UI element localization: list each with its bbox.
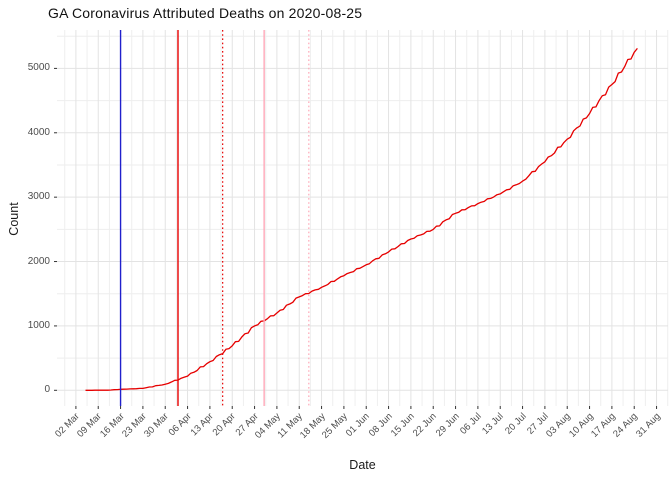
- chart-title: GA Coronavirus Attributed Deaths on 2020…: [48, 5, 363, 21]
- y-tick-label: 1000: [27, 319, 50, 331]
- y-tick-label: 5000: [27, 62, 50, 74]
- y-tick-label: 3000: [27, 191, 50, 203]
- cumulative-deaths-line: [85, 47, 638, 391]
- y-axis-title: Count: [7, 202, 21, 236]
- y-tick-label: 0: [44, 384, 50, 396]
- y-tick-label: 4000: [27, 126, 50, 138]
- x-axis-title: Date: [349, 458, 376, 472]
- y-tick-label: 2000: [27, 255, 50, 267]
